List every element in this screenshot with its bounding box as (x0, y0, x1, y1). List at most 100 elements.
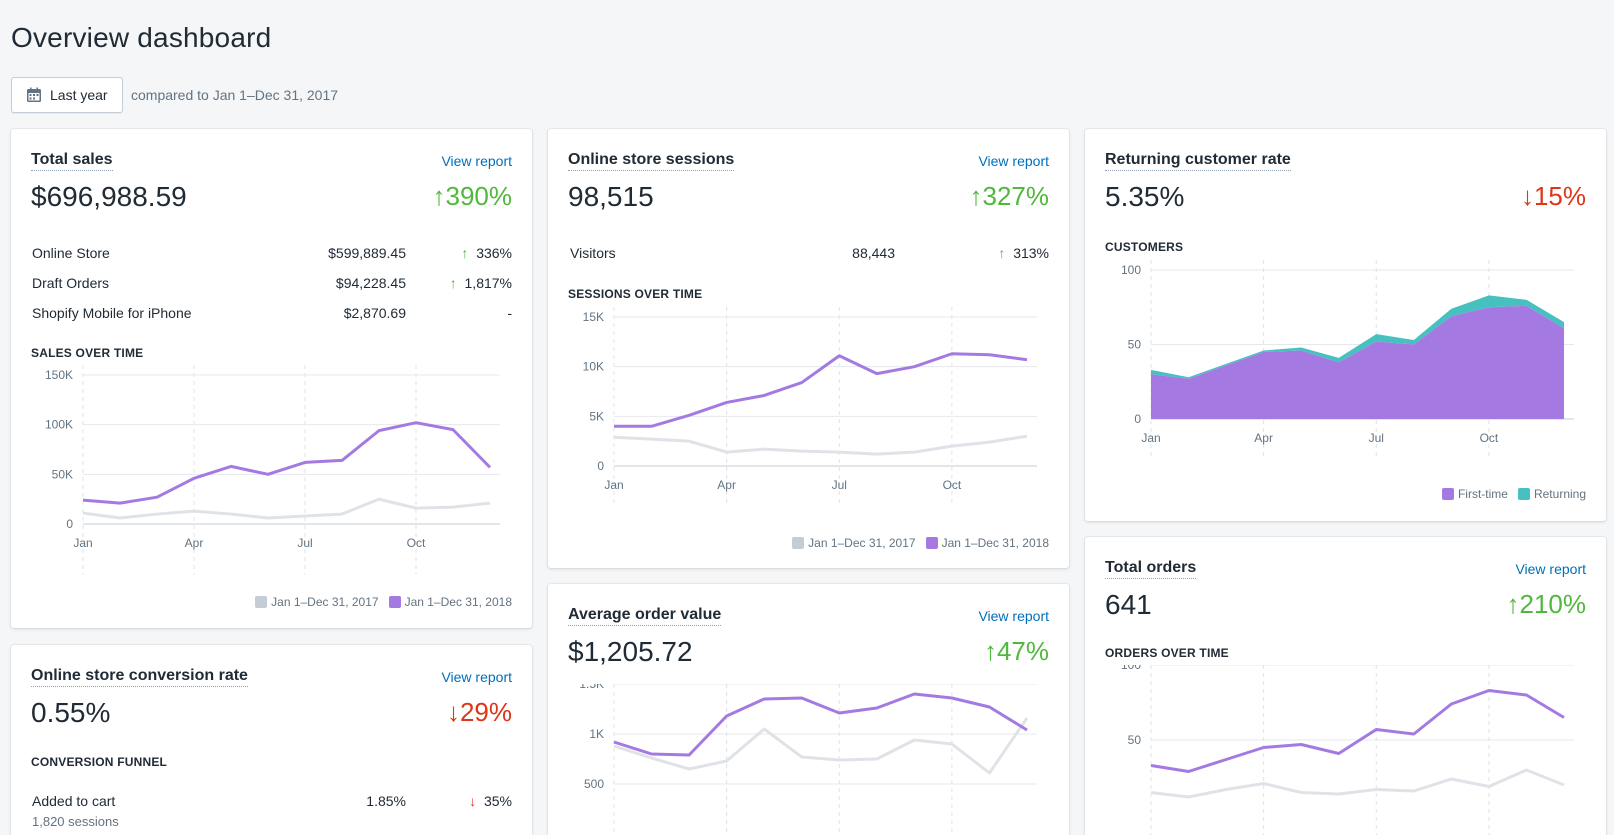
legend-swatch (1517, 488, 1530, 500)
compare-text: compared to Jan 1–Dec 31, 2017 (131, 87, 339, 103)
row-amount: $599,889.45 (328, 245, 406, 261)
y-tick-label: 0 (597, 459, 604, 473)
y-tick-label: 15K (583, 310, 604, 324)
sessions-over-time-chart: 0 5K 10K 15K Jan Apr Jul Oct (583, 307, 1037, 507)
card-title[interactable]: Total orders (1105, 559, 1197, 579)
orders-over-time-chart: 50 100 (1121, 665, 1574, 835)
arrow-up-icon: ↑ (432, 181, 446, 211)
y-tick-label: 1.5K (579, 684, 604, 691)
conversion-value: 0.55% (31, 697, 111, 728)
y-tick-label: 50 (1128, 733, 1142, 747)
chart-legend: First-time Returning (1432, 487, 1586, 501)
x-tick-label: Apr (717, 478, 736, 492)
row-name: Added to cart (32, 793, 116, 809)
card-title[interactable]: Online store conversion rate (31, 667, 248, 687)
arrow-down-icon: ↓ (446, 697, 460, 727)
calendar-icon (27, 87, 41, 102)
delta-badge: ↑327% (969, 181, 1050, 211)
y-tick-label: 10K (583, 360, 604, 374)
view-report-link[interactable]: View report (441, 669, 512, 685)
x-tick-label: Jul (832, 478, 847, 492)
chart-label: ORDERS OVER TIME (1105, 646, 1229, 660)
line-series-previous (613, 717, 1029, 775)
view-report-link[interactable]: View report (978, 608, 1049, 624)
arrow-up-icon: ↑ (969, 181, 983, 211)
x-tick-label: Oct (943, 478, 962, 492)
delta-badge: ↓29% (446, 697, 512, 727)
area-series-first-time (1151, 305, 1564, 419)
delta-badge: ↑210% (1506, 589, 1587, 619)
chart-label: CUSTOMERS (1105, 240, 1184, 254)
x-tick-label: Jul (297, 536, 312, 550)
y-tick-label: 5K (589, 409, 604, 423)
row-change: ↑ 1,817% (449, 275, 512, 291)
row-sub: 1,820 sessions (32, 814, 119, 829)
line-series-previous (613, 434, 1028, 456)
row-name: Shopify Mobile for iPhone (32, 305, 192, 321)
breakdown-row: Visitors 88,443 ↑ 313% (569, 245, 1049, 265)
chart-label: SESSIONS OVER TIME (568, 287, 703, 301)
sales-over-time-chart: 0 50K 100K 150K Jan Apr Jul Oct (45, 365, 500, 575)
view-report-link[interactable]: View report (978, 153, 1049, 169)
legend-label: Jan 1–Dec 31, 2018 (941, 536, 1049, 550)
legend-label: Jan 1–Dec 31, 2017 (808, 536, 916, 550)
card-title[interactable]: Total sales (31, 151, 113, 171)
orders-card: Total orders View report 641 ↑210% ORDER… (1085, 537, 1606, 835)
line-series-previous (1150, 768, 1565, 799)
x-tick-label: Jul (1369, 431, 1384, 445)
y-tick-label: 0 (1134, 412, 1141, 426)
row-change: ↑ 336% (461, 245, 512, 261)
row-name: Draft Orders (32, 275, 110, 291)
card-title[interactable]: Average order value (568, 606, 722, 626)
view-report-link[interactable]: View report (1515, 561, 1586, 577)
breakdown-row: Draft Orders $94,228.45 ↑ 1,817% (32, 275, 512, 295)
arrow-up-icon: ↑ (461, 245, 469, 261)
x-tick-label: Jan (604, 478, 623, 492)
legend-swatch (388, 596, 401, 608)
aov-chart: 500 1K 1.5K (579, 684, 1037, 835)
date-range-label: Last year (50, 87, 108, 103)
arrow-up-icon: ↑ (998, 245, 1006, 261)
view-report-link[interactable]: View report (441, 153, 512, 169)
row-amount: $94,228.45 (335, 275, 406, 291)
legend-swatch (1441, 488, 1454, 500)
x-tick-label: Apr (1254, 431, 1273, 445)
sessions-value: 98,515 (568, 181, 654, 212)
returning-card: Returning customer rate 5.35% ↓15% CUSTO… (1085, 129, 1606, 521)
line-series-current (613, 692, 1028, 757)
x-tick-label: Jan (1141, 431, 1160, 445)
row-name: Visitors (570, 245, 616, 261)
card-title[interactable]: Returning customer rate (1105, 151, 1291, 171)
y-tick-label: 50 (1128, 338, 1142, 352)
y-tick-label: 100K (45, 418, 73, 432)
legend-swatch (792, 537, 805, 549)
aov-value: $1,205.72 (568, 636, 693, 667)
legend-swatch (925, 537, 938, 549)
row-amount: 1.85% (366, 793, 406, 809)
card-title[interactable]: Online store sessions (568, 151, 735, 171)
y-tick-label: 500 (584, 777, 604, 791)
date-range-button[interactable]: Last year (11, 77, 123, 113)
legend-label: Jan 1–Dec 31, 2018 (404, 595, 512, 609)
legend-label: Returning (1533, 487, 1586, 501)
delta-badge: ↑47% (983, 636, 1049, 666)
row-change: ↓ 35% (469, 793, 512, 809)
row-change: - (507, 305, 512, 321)
y-tick-label: 150K (45, 368, 73, 382)
row-amount: $2,870.69 (343, 305, 406, 321)
y-tick-label: 100 (1121, 665, 1141, 672)
y-tick-label: 100 (1121, 263, 1141, 277)
customers-chart: 0 50 100 Jan Apr Jul Oct (1121, 260, 1574, 460)
line-series-previous (82, 497, 491, 520)
delta-badge: ↑390% (432, 181, 513, 211)
line-series-current (1150, 689, 1565, 773)
arrow-up-icon: ↑ (449, 275, 457, 291)
legend-label: Jan 1–Dec 31, 2017 (271, 595, 379, 609)
delta-badge: ↓15% (1520, 181, 1586, 211)
sessions-card: Online store sessions View report 98,515… (548, 129, 1069, 568)
chart-legend: Jan 1–Dec 31, 2017 Jan 1–Dec 31, 2018 (245, 595, 512, 609)
funnel-row: Added to cart 1.85% ↓ 35% (32, 793, 512, 813)
arrow-down-icon: ↓ (469, 793, 477, 809)
total-sales-card: Total sales View report $696,988.59 ↑390… (11, 129, 532, 628)
x-tick-label: Oct (407, 536, 426, 550)
